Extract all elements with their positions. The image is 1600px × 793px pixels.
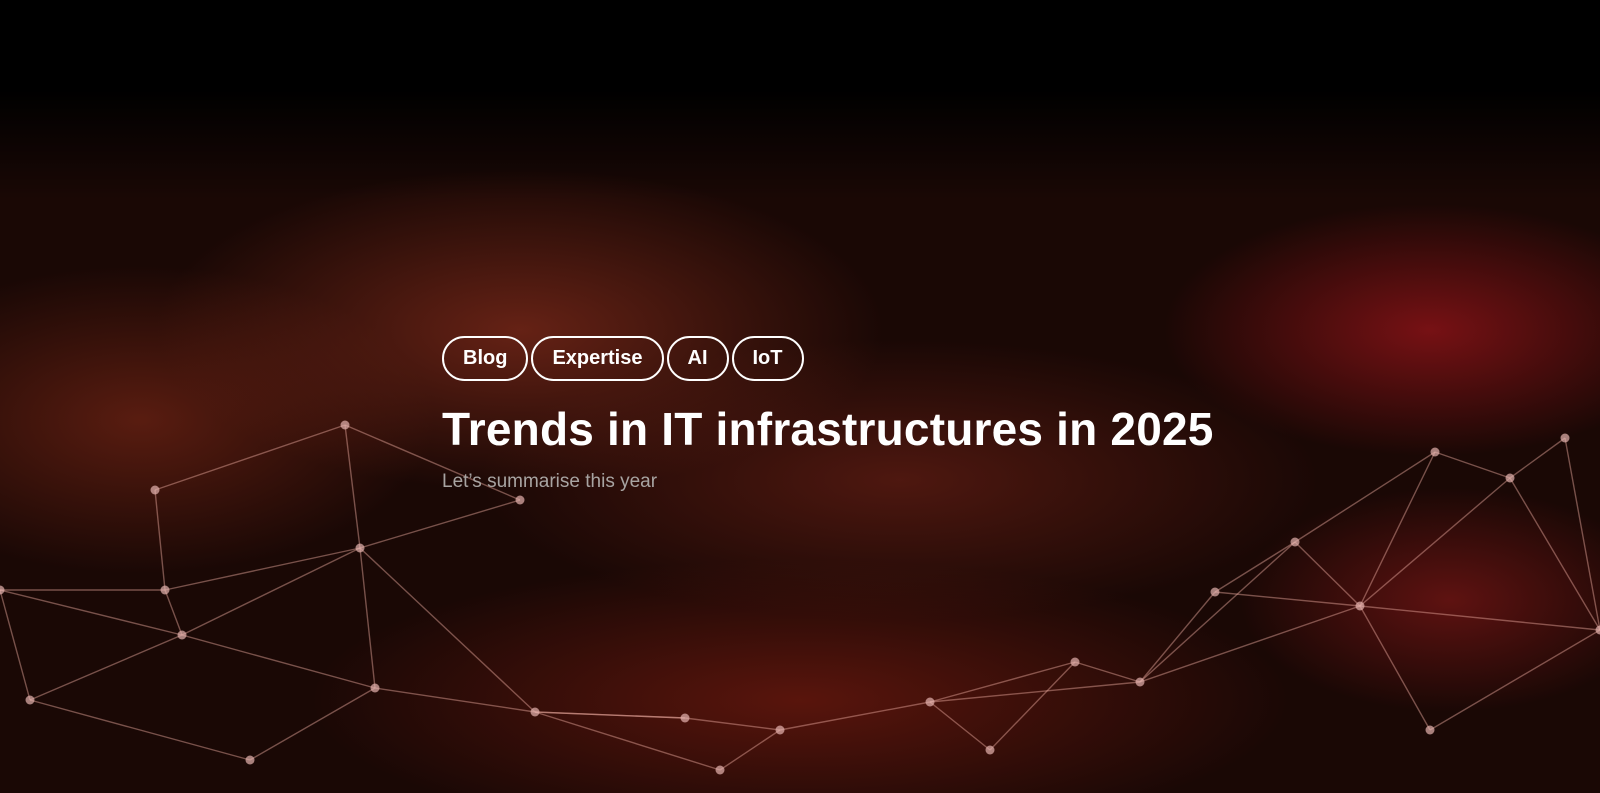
mesh-node bbox=[1505, 473, 1515, 483]
mesh-edge bbox=[1294, 451, 1436, 543]
mesh-edge bbox=[534, 711, 686, 719]
mesh-node bbox=[1425, 725, 1435, 735]
mesh-edge bbox=[164, 589, 183, 636]
mesh-node bbox=[1430, 447, 1440, 457]
hero-content: Blog Expertise AI IoT Trends in IT infra… bbox=[442, 336, 1214, 493]
mesh-edge bbox=[0, 589, 31, 701]
mesh-edge bbox=[1214, 591, 1361, 607]
mesh-node bbox=[1210, 587, 1220, 597]
mesh-edge bbox=[1139, 605, 1361, 683]
mesh-node bbox=[1290, 537, 1300, 547]
mesh-edge bbox=[929, 681, 1141, 703]
mesh-edge bbox=[1294, 541, 1361, 607]
tag-ai[interactable]: AI bbox=[666, 336, 729, 381]
mesh-node bbox=[245, 755, 255, 765]
mesh-edge bbox=[1434, 451, 1511, 479]
mesh-edge bbox=[534, 711, 686, 719]
tag-iot[interactable]: IoT bbox=[731, 336, 804, 381]
mesh-edge bbox=[1359, 605, 1600, 631]
mesh-node bbox=[25, 695, 35, 705]
mesh-edge bbox=[1214, 541, 1296, 593]
mesh-node bbox=[1560, 433, 1570, 443]
tag-expertise[interactable]: Expertise bbox=[531, 336, 664, 381]
mesh-edge bbox=[779, 701, 931, 731]
mesh-node bbox=[715, 765, 725, 775]
mesh-node bbox=[1135, 677, 1145, 687]
mesh-edge bbox=[359, 547, 536, 713]
mesh-node bbox=[985, 745, 995, 755]
mesh-edge bbox=[164, 547, 361, 591]
mesh-node bbox=[530, 707, 540, 717]
mesh-node bbox=[340, 420, 350, 430]
mesh-edge bbox=[374, 687, 536, 713]
mesh-edge bbox=[344, 424, 361, 549]
mesh-node bbox=[370, 683, 380, 693]
mesh-edge bbox=[1509, 477, 1600, 631]
mesh-edge bbox=[684, 717, 781, 731]
mesh-edge bbox=[719, 729, 781, 771]
mesh-edge bbox=[989, 661, 1076, 751]
mesh-node bbox=[160, 585, 170, 595]
page-title: Trends in IT infrastructures in 2025 bbox=[442, 403, 1214, 455]
mesh-node bbox=[680, 713, 690, 723]
mesh-edge bbox=[29, 699, 251, 761]
tag-list: Blog Expertise AI IoT bbox=[442, 336, 1214, 381]
mesh-edge bbox=[1564, 437, 1600, 631]
mesh-node bbox=[177, 630, 187, 640]
mesh-edge bbox=[359, 499, 521, 549]
mesh-edge bbox=[1509, 437, 1566, 479]
tag-blog[interactable]: Blog bbox=[442, 336, 529, 381]
mesh-edge bbox=[181, 634, 376, 689]
mesh-node bbox=[775, 725, 785, 735]
mesh-edge bbox=[929, 661, 1076, 703]
mesh-node bbox=[515, 495, 525, 505]
mesh-node bbox=[1355, 601, 1365, 611]
mesh-edge bbox=[359, 547, 376, 689]
mesh-edge bbox=[1359, 451, 1436, 607]
mesh-edge bbox=[534, 711, 721, 771]
mesh-edge bbox=[29, 634, 183, 701]
mesh-edge bbox=[1139, 541, 1296, 683]
mesh-edge bbox=[929, 701, 991, 751]
mesh-edge bbox=[344, 424, 521, 501]
mesh-node bbox=[150, 485, 160, 495]
mesh-edge bbox=[1359, 605, 1431, 731]
mesh-node bbox=[1595, 625, 1600, 635]
mesh-edge bbox=[1074, 661, 1141, 683]
mesh-edge bbox=[1359, 477, 1511, 607]
mesh-edge bbox=[249, 687, 376, 761]
mesh-edge bbox=[0, 589, 183, 636]
mesh-node bbox=[0, 585, 5, 595]
mesh-edge bbox=[154, 424, 346, 491]
mesh-edge bbox=[181, 547, 361, 636]
mesh-node bbox=[1070, 657, 1080, 667]
page-subtitle: Let’s summarise this year bbox=[442, 471, 658, 492]
mesh-edge bbox=[1429, 629, 1600, 731]
mesh-node bbox=[925, 697, 935, 707]
mesh-edge bbox=[1139, 591, 1216, 683]
mesh-edge bbox=[154, 489, 166, 591]
mesh-node bbox=[355, 543, 365, 553]
